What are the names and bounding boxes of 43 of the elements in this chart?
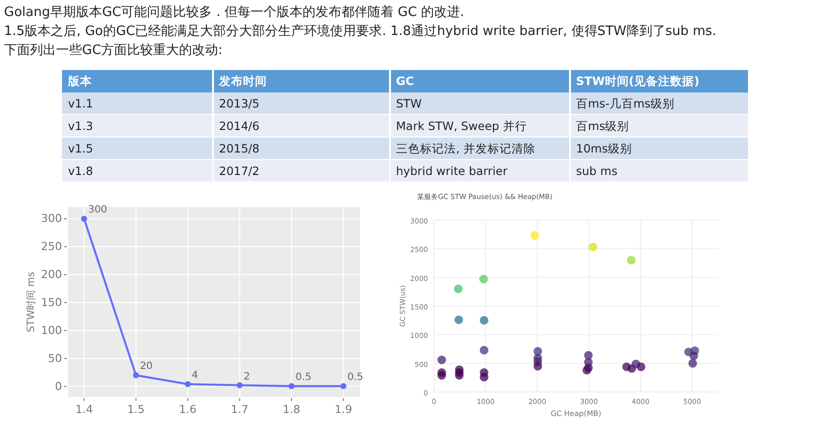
text: v1.1 [68, 96, 94, 110]
text: 百ms-几百ms级别 [576, 96, 675, 110]
data-label: 300 [88, 204, 108, 216]
text: Golang早期版本GC可能问题比较多 . 但每一个版本的发布都伴随着 GC 的改进. [4, 4, 464, 20]
data-label: 2 [244, 371, 250, 382]
text: v1.8 [68, 164, 94, 178]
x-tick-label: 1.7 [230, 403, 248, 416]
y-axis-title: STW时间 ms [25, 272, 37, 332]
text: 2014/6 [219, 119, 260, 133]
text: 三色标记法, 并发标记清除 [396, 142, 536, 156]
x-tick-label: 1.4 [75, 403, 93, 416]
text: Mark STW, Sweep 并行 [396, 119, 527, 133]
category-label: 发布时间 [218, 74, 267, 88]
x-tick-label: 1.6 [179, 403, 197, 416]
x-tick-label: 1.8 [282, 403, 300, 416]
y-tick-label: 100 [41, 324, 62, 337]
y-tick-label: 50 [48, 352, 62, 365]
y-tick-label: 300 [41, 212, 62, 226]
y-tick-label: 150 [41, 296, 62, 310]
data-label: 4 [192, 370, 198, 382]
x-tick-label: 1.9 [334, 403, 352, 416]
text: 百ms级别 [576, 119, 630, 133]
text: STW [396, 96, 422, 110]
y-tick-label: 250 [41, 240, 62, 254]
text: sub ms [576, 164, 618, 178]
data-label: 20 [140, 361, 153, 372]
text: hybrid write barrier [396, 164, 508, 178]
text: 2015/8 [219, 142, 260, 156]
category-label: 版本 [67, 74, 93, 88]
category-label: STW时间(见备注数据) [576, 74, 700, 88]
text: 2013/5 [219, 96, 260, 110]
text: 2017/2 [219, 164, 260, 178]
y-tick-label: 0 [55, 380, 62, 393]
text: v1.5 [68, 142, 94, 156]
text: 10ms级别 [576, 142, 632, 156]
text: 1.5版本之后, Go的GC已经能满足大部分大部分生产环境使用要求. 1.8通过hybrid write barrier, 使得STW降到了sub ms. [4, 23, 716, 39]
data-label: 0.5 [296, 372, 312, 384]
category-label: GC [396, 74, 414, 88]
data-label: 0.5 [347, 372, 364, 384]
text: v1.3 [68, 119, 94, 133]
y-tick-label: 200 [41, 268, 62, 282]
text: 下面列出一些GC方面比较重大的改动: [4, 42, 223, 58]
x-tick-label: 1.5 [127, 403, 145, 416]
